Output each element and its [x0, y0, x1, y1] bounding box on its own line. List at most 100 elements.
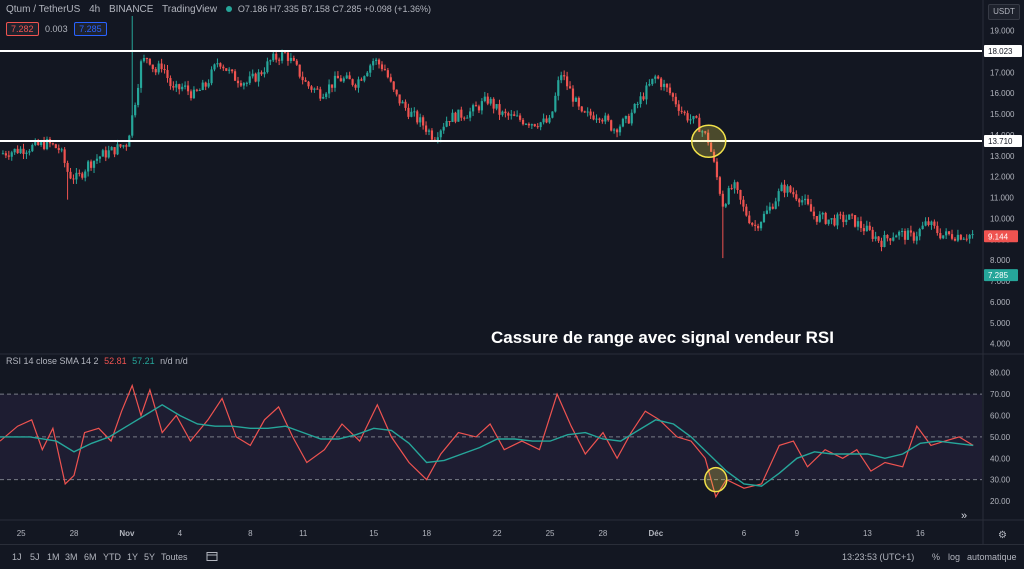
- candle-body: [889, 238, 892, 241]
- candle-body: [445, 121, 448, 127]
- candle-body: [325, 93, 328, 97]
- currency-selector[interactable]: USDT: [988, 4, 1020, 20]
- range-3m-button[interactable]: 3M: [65, 552, 78, 562]
- candle-body: [366, 72, 369, 77]
- range-6m-button[interactable]: 6M: [84, 552, 97, 562]
- time-tick-label: 11: [299, 529, 308, 538]
- candle-body: [792, 192, 795, 195]
- candle-body: [598, 118, 601, 120]
- candle-body: [263, 72, 266, 75]
- candle-body: [683, 111, 686, 114]
- settings-gear-icon[interactable]: ⚙: [998, 530, 1007, 541]
- candle-body: [107, 150, 110, 158]
- candle-body: [709, 142, 713, 152]
- range-5d-button[interactable]: 5J: [30, 552, 40, 562]
- ask-badge[interactable]: 7.285: [74, 22, 107, 36]
- candle-body: [151, 64, 154, 70]
- clock-readout[interactable]: 13:23:53 (UTC+1): [842, 552, 915, 562]
- candle-body: [848, 214, 851, 220]
- candle-body: [583, 111, 586, 113]
- candle-body: [216, 63, 219, 65]
- candle-body: [310, 86, 313, 90]
- candle-body: [721, 193, 724, 207]
- candle-body: [560, 75, 563, 81]
- symbol-name[interactable]: Qtum / TetherUS: [6, 4, 81, 15]
- candle-body: [69, 171, 72, 179]
- candle-body: [804, 198, 807, 201]
- range-ytd-button[interactable]: YTD: [103, 552, 121, 562]
- candle-body: [756, 225, 760, 229]
- candle-body: [898, 231, 901, 236]
- candle-body: [410, 111, 413, 117]
- range-1m-button[interactable]: 1M: [47, 552, 60, 562]
- candle-body: [181, 86, 184, 90]
- price-tick-label: 10.000: [990, 214, 1015, 223]
- rsi-legend-label[interactable]: RSI 14 close SMA 14 2: [6, 356, 99, 366]
- percent-toggle[interactable]: %: [932, 552, 941, 562]
- candle-body: [877, 236, 880, 241]
- candle-body: [242, 83, 245, 86]
- candle-body: [471, 105, 475, 112]
- candle-body: [31, 144, 34, 152]
- candle-body: [615, 129, 619, 133]
- candle-body: [142, 58, 146, 62]
- price-tick-label: 15.000: [990, 110, 1015, 119]
- rsi-tick-label: 30.00: [990, 476, 1011, 485]
- candle-body: [762, 213, 766, 223]
- price-tick-label: 17.000: [990, 68, 1015, 77]
- candle-body: [134, 105, 137, 116]
- candle-body: [245, 82, 248, 84]
- time-tick-label: 8: [248, 529, 253, 538]
- range-all-button[interactable]: Toutes: [161, 552, 188, 562]
- candle-body: [298, 64, 301, 77]
- price-tick-label: 16.000: [990, 89, 1015, 98]
- scroll-right-icon[interactable]: »: [961, 510, 967, 522]
- candle-body: [530, 124, 533, 126]
- rsi-tick-label: 60.00: [990, 411, 1011, 420]
- candle-body: [871, 229, 874, 239]
- candle-body: [380, 64, 384, 70]
- bid-badge[interactable]: 7.282: [6, 22, 39, 36]
- candle-body: [798, 199, 801, 203]
- candle-body: [360, 79, 363, 81]
- candle-body: [715, 161, 719, 178]
- candle-body: [830, 218, 833, 220]
- candle-body: [568, 86, 572, 89]
- time-tick-label: 13: [863, 529, 872, 538]
- candle-body: [207, 83, 210, 87]
- candle-body: [60, 149, 63, 151]
- candle-body: [592, 115, 595, 120]
- candle-body: [580, 106, 583, 112]
- candle-body: [636, 103, 639, 105]
- range-1d-button[interactable]: 1J: [12, 552, 22, 562]
- time-tick-label: 9: [795, 529, 800, 538]
- candle-body: [718, 177, 721, 194]
- candle-body: [98, 156, 102, 159]
- candle-body: [736, 182, 739, 191]
- rsi-tick-label: 50.00: [990, 433, 1011, 442]
- candle-body: [389, 77, 392, 82]
- date-range-icon[interactable]: [206, 551, 218, 562]
- candle-body: [836, 214, 839, 226]
- range-1y-button[interactable]: 1Y: [127, 552, 139, 562]
- range-5y-button[interactable]: 5Y: [144, 552, 156, 562]
- level-price-tag: [984, 44, 1022, 57]
- candle-body: [759, 222, 763, 229]
- candle-body: [110, 147, 113, 151]
- time-tick-label: 25: [17, 529, 26, 538]
- candle-body: [7, 155, 10, 157]
- log-toggle[interactable]: log: [948, 552, 961, 562]
- candle-body: [231, 69, 234, 72]
- candle-body: [724, 204, 727, 207]
- candle-body: [22, 148, 25, 154]
- time-tick-label: 16: [916, 529, 925, 538]
- auto-scale-toggle[interactable]: automatique: [967, 552, 1017, 562]
- candle-body: [704, 131, 707, 133]
- candle-body: [727, 188, 730, 205]
- candle-body: [313, 88, 316, 90]
- chart-canvas[interactable]: 4.0005.0006.0007.0008.0009.00010.00011.0…: [0, 0, 1024, 544]
- candle-body: [372, 61, 375, 66]
- price-tick-label: 8.000: [990, 256, 1011, 265]
- candle-body: [154, 69, 157, 73]
- candle-body: [939, 233, 942, 239]
